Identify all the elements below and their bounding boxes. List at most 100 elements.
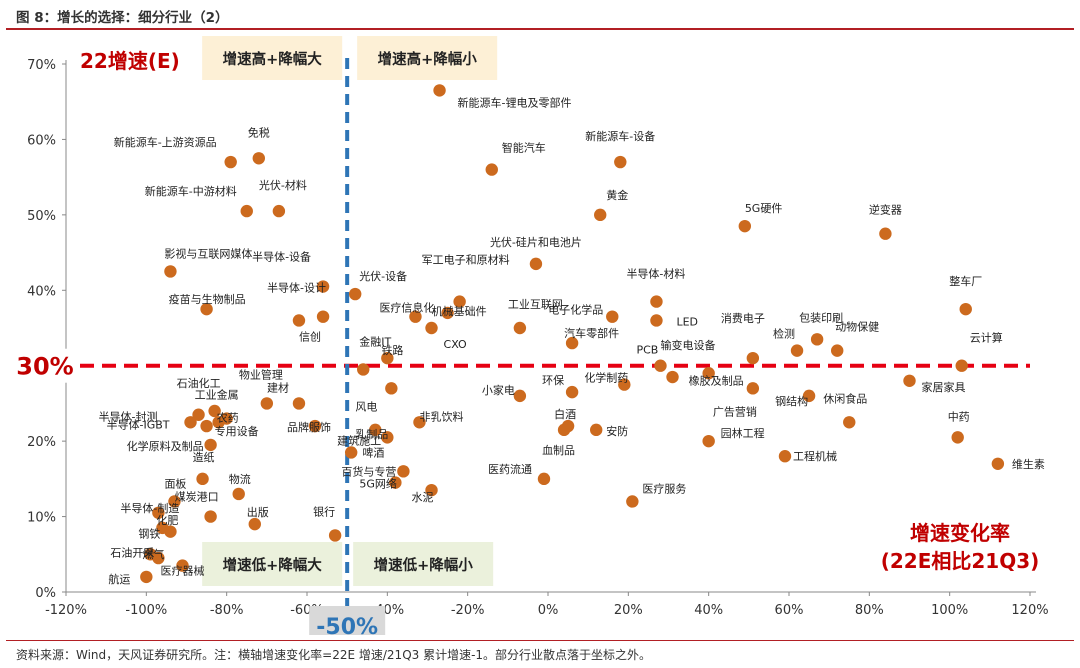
data-point xyxy=(308,419,322,433)
point-label: 休闲食品 xyxy=(823,391,867,405)
y-tick-label: 10% xyxy=(27,511,56,526)
x-tick-label: -120% xyxy=(45,603,87,618)
data-point xyxy=(513,389,527,403)
data-point xyxy=(152,551,165,565)
point-label: 机械基础件 xyxy=(432,304,487,318)
point-label: 动物保健 xyxy=(835,320,879,334)
point-label: 半导体-IGBT xyxy=(107,417,170,431)
point-label: 建筑施工 xyxy=(337,433,381,447)
point-label: 整车厂 xyxy=(949,274,982,288)
point-label: 智能汽车 xyxy=(502,141,546,155)
point-label: 园林工程 xyxy=(721,426,765,440)
y-axis-title: 22增速(E) xyxy=(80,49,180,73)
point-label: 半导体-设备 xyxy=(252,250,311,264)
data-point xyxy=(746,351,760,365)
data-point xyxy=(425,483,438,497)
data-point xyxy=(879,227,892,240)
point-label: 光伏-材料 xyxy=(259,178,307,192)
point-label: 中药 xyxy=(948,410,970,423)
data-point xyxy=(164,265,177,278)
point-label: 检测 xyxy=(773,327,795,341)
data-point xyxy=(606,310,619,323)
x-tick-label: 60% xyxy=(775,603,804,618)
data-point xyxy=(316,310,330,323)
quadrant-label-top-right: 增速高+降幅小 xyxy=(378,50,478,68)
quadrant-box-bottom-left xyxy=(202,542,343,586)
data-point xyxy=(208,404,221,418)
data-point xyxy=(220,412,233,425)
data-point xyxy=(240,204,253,218)
x-tick-label: -100% xyxy=(125,603,167,618)
data-point xyxy=(810,333,824,346)
point-label: 新能源车-中游材料 xyxy=(145,184,237,198)
data-point xyxy=(369,423,382,437)
x-tick-label: 20% xyxy=(614,603,643,618)
y-tick-label: 70% xyxy=(27,58,56,73)
point-label: 包装印刷 xyxy=(799,311,843,324)
data-point xyxy=(425,321,438,335)
point-label: 半导体-封测 xyxy=(99,410,158,424)
data-point xyxy=(224,155,237,169)
point-label: 物业管理 xyxy=(239,367,283,381)
quadrant-label-top-left: 增速高+降幅大 xyxy=(223,50,323,68)
data-point xyxy=(389,476,402,489)
point-label: 半导体-制造 xyxy=(120,501,179,515)
scatter-chart: -120% -100% -80% -60% -40% -20% 0% 20% 40% 60% 80%… xyxy=(14,36,1049,635)
data-point xyxy=(292,397,306,410)
x-axis-title-line1: 增速变化率 xyxy=(910,521,1010,545)
data-point xyxy=(204,438,217,452)
point-label: 出版 xyxy=(247,505,269,519)
point-label: 铁路 xyxy=(381,344,403,357)
point-label: 橡胶及制品 xyxy=(689,373,744,387)
point-label: 煤炭港口 xyxy=(175,491,219,504)
x-tick-label: 40% xyxy=(694,603,723,618)
point-label: 云计算 xyxy=(970,331,1003,345)
point-label: 维生素 xyxy=(1012,457,1045,471)
x-tick-label: -20% xyxy=(451,603,485,618)
point-label: 光伏-设备 xyxy=(359,269,407,283)
data-point xyxy=(344,446,358,459)
point-label: 金融IT xyxy=(359,334,391,348)
data-point xyxy=(590,423,603,437)
data-point xyxy=(385,382,398,395)
point-label: 逆变器 xyxy=(869,203,902,217)
x-divider-label-bg xyxy=(309,606,386,635)
point-label: 钢铁 xyxy=(138,528,160,541)
point-label: PCB xyxy=(636,344,658,357)
point-label: 化学原料及制品 xyxy=(127,439,204,453)
data-point xyxy=(328,529,342,542)
data-point xyxy=(513,321,527,335)
point-label: 半导体-设计 xyxy=(267,281,326,295)
data-point xyxy=(991,457,1005,470)
data-point xyxy=(666,370,679,384)
y-divider-label-bg xyxy=(14,348,76,383)
data-point xyxy=(453,295,466,308)
data-point xyxy=(565,336,579,350)
point-label: 5G网络 xyxy=(359,477,397,491)
data-point xyxy=(200,302,213,316)
data-point xyxy=(248,517,261,531)
figure-title: 图 8：增长的选择：细分行业（2） xyxy=(16,10,229,26)
data-point xyxy=(557,423,571,437)
point-label: 啤酒 xyxy=(362,445,384,459)
data-point xyxy=(272,204,286,218)
y-tick-label: 60% xyxy=(27,133,56,148)
data-point xyxy=(951,431,964,444)
point-label: 电子化学品 xyxy=(548,303,603,317)
data-point xyxy=(357,363,370,376)
y-tick-label: 20% xyxy=(27,435,56,450)
data-point xyxy=(260,397,274,410)
point-label: 石油开采 xyxy=(110,545,154,559)
point-label: 燃气 xyxy=(142,547,164,561)
annotations: 22增速(E) 增速变化率 (22E相比21Q3) 30% -50% xyxy=(14,49,1039,635)
data-point xyxy=(831,344,844,357)
data-point xyxy=(746,382,760,395)
point-label: 疫苗与生物制品 xyxy=(169,292,246,306)
quadrant-label-bottom-right: 增速低+降幅小 xyxy=(374,556,474,574)
point-label: 农药 xyxy=(217,411,239,425)
data-point xyxy=(200,419,213,433)
data-point xyxy=(650,314,663,327)
top-rule xyxy=(6,28,1074,30)
data-point xyxy=(152,506,165,519)
